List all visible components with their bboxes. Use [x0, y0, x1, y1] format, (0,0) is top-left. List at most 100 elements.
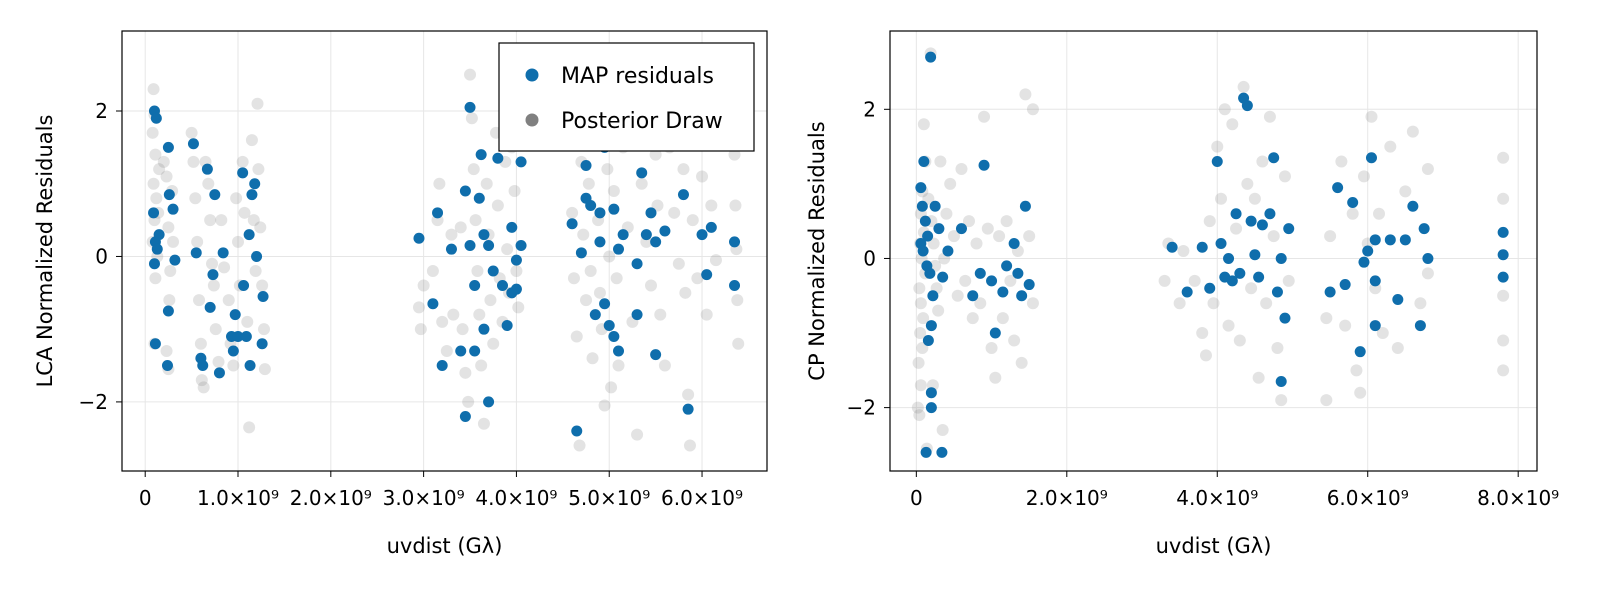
map-residual-point [204, 301, 216, 313]
posterior-draw-point [222, 294, 235, 307]
map-residual-point [190, 247, 202, 259]
posterior-draw-point [1241, 177, 1254, 190]
posterior-draw-point [252, 163, 265, 176]
posterior-draw-point [658, 359, 671, 372]
posterior-draw-point [150, 192, 163, 205]
map-residual-point [1016, 290, 1028, 302]
map-residual-point [475, 149, 487, 161]
map-residual-point [506, 221, 518, 233]
posterior-draw-point [445, 228, 458, 241]
posterior-draw-point [512, 301, 525, 314]
x-tick-label: 0 [139, 486, 152, 510]
posterior-draw-point [232, 235, 245, 248]
posterior-draw-point [914, 297, 927, 310]
posterior-draw-point [243, 421, 256, 434]
map-residual-point [729, 280, 741, 292]
legend-box [498, 42, 755, 152]
posterior-draw-point [732, 337, 745, 350]
posterior-draw-point [236, 155, 249, 168]
map-residual-point [682, 403, 694, 415]
posterior-draw-point [480, 177, 493, 190]
map-residual-point [659, 225, 671, 237]
y-tick-label: 0 [95, 244, 108, 268]
map-residual-point [1369, 234, 1381, 246]
y-axis-label: LCA Normalized Residuals [33, 115, 57, 388]
map-residual-point [249, 178, 261, 190]
posterior-draw-point [1218, 103, 1231, 116]
map-residual-point [925, 402, 937, 414]
map-residual-point [169, 254, 181, 266]
posterior-draw-point [1282, 274, 1295, 287]
posterior-draw-point [1203, 215, 1216, 228]
posterior-draw-point [668, 206, 681, 219]
posterior-draw-point [1497, 364, 1510, 377]
posterior-draw-point [573, 439, 586, 452]
map-residual-point [1407, 200, 1419, 212]
map-residual-point [925, 387, 937, 399]
posterior-draw-point [212, 355, 225, 368]
map-residual-point [589, 309, 601, 321]
y-tick-label: −2 [847, 396, 876, 420]
posterior-draw-point [238, 206, 251, 219]
posterior-draw-point [185, 126, 198, 139]
x-tick-label: 4.0×10⁹ [1176, 486, 1258, 510]
x-tick-label: 0 [910, 486, 923, 510]
posterior-draw-point [696, 170, 709, 183]
posterior-draw-point [459, 366, 472, 379]
map-residual-point [631, 258, 643, 270]
posterior-draw-point [465, 112, 478, 125]
posterior-draw-point [947, 230, 960, 243]
map-residual-point [413, 232, 425, 244]
posterior-draw-point [1421, 267, 1434, 280]
map-residual-point [608, 203, 620, 215]
posterior-draw-point [1008, 334, 1021, 347]
posterior-draw-point [1335, 155, 1348, 168]
posterior-draw-point [454, 221, 467, 234]
posterior-draw-point [913, 409, 926, 422]
y-axis-label: CP Normalized Residuals [805, 121, 829, 380]
map-residual-point [1166, 241, 1178, 253]
map-residual-point [599, 298, 611, 310]
map-residual-point [1384, 234, 1396, 246]
map-residual-point [613, 345, 625, 357]
posterior-draw-point [191, 235, 204, 248]
posterior-draw-point [603, 250, 616, 263]
posterior-draw-point [462, 395, 475, 408]
posterior-draw-point [913, 282, 926, 295]
posterior-draw-point [962, 215, 975, 228]
posterior-draw-point [944, 177, 957, 190]
map-residual-point [240, 330, 252, 342]
map-residual-point [492, 152, 504, 164]
posterior-draw-point [153, 163, 166, 176]
map-residual-point [1332, 182, 1344, 194]
posterior-draw-point [570, 330, 583, 343]
map-residual-point [575, 247, 587, 259]
posterior-draw-point [936, 423, 949, 436]
map-residual-point [922, 334, 934, 346]
map-residual-point [257, 290, 269, 302]
posterior-draw-point [955, 162, 968, 175]
posterior-draw-point [917, 118, 930, 131]
posterior-draw-point [464, 68, 477, 81]
posterior-draw-point [202, 177, 215, 190]
map-residual-point [696, 229, 708, 241]
posterior-draw-point [577, 228, 590, 241]
map-residual-point [919, 215, 931, 227]
map-residual-point [1001, 260, 1013, 272]
posterior-draw-point [1196, 327, 1209, 340]
map-residual-point [150, 112, 162, 124]
map-residual-point [1497, 271, 1509, 283]
posterior-draw-point [1226, 118, 1239, 131]
map-residual-point [1283, 223, 1295, 235]
posterior-draw-point [1252, 371, 1265, 384]
map-residual-point [915, 182, 927, 194]
map-residual-point [1365, 152, 1377, 164]
map-residual-point [1392, 293, 1404, 305]
posterior-draw-point [414, 323, 427, 336]
map-residual-point [1215, 238, 1227, 250]
map-residual-point [1223, 252, 1235, 264]
posterior-draw-point [197, 381, 210, 394]
posterior-draw-point [1188, 274, 1201, 287]
map-residual-point [1256, 219, 1268, 231]
posterior-draw-point [1019, 88, 1032, 101]
